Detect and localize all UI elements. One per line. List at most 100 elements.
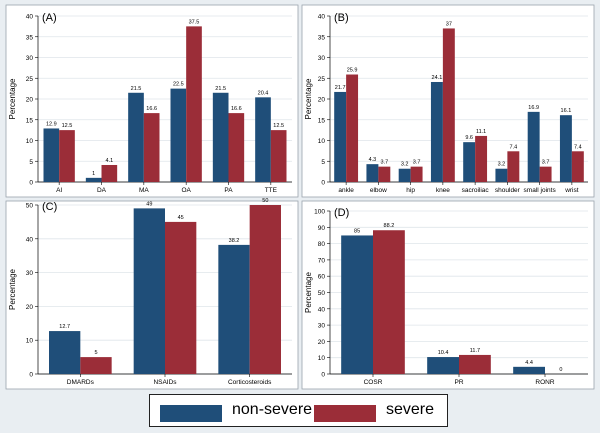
bar-non-severe (170, 88, 187, 182)
y-tick-label: 20 (318, 97, 326, 104)
x-tick-label: sacroiliac (462, 187, 490, 194)
data-label-non-severe: 20.4 (258, 90, 269, 96)
y-tick-label: 90 (318, 225, 326, 232)
data-label-non-severe: 16.9 (528, 105, 539, 111)
y-tick-label: 20 (26, 97, 34, 104)
x-tick-label: Corticosteroids (228, 379, 272, 386)
data-label-non-severe: 4.4 (525, 360, 533, 366)
legend-swatch-severe (314, 405, 376, 422)
data-label-severe: 50 (262, 198, 268, 204)
bar-severe (373, 230, 405, 374)
bar-non-severe (527, 111, 540, 182)
y-tick-label: 25 (26, 76, 34, 83)
bar-non-severe (513, 366, 545, 374)
bar-severe (80, 357, 112, 374)
bar-severe (378, 166, 391, 182)
x-tick-label: ankle (338, 187, 354, 194)
bar-severe (346, 74, 359, 182)
data-label-severe: 37 (446, 21, 452, 27)
data-label-severe: 3.7 (381, 160, 389, 166)
y-tick-label: 100 (314, 209, 325, 216)
chart-panel-1: 0 5 10 15 20 25 30 35 40 Percentage (A) 12.9 12.5 AI 1… (5, 4, 299, 198)
data-label-non-severe: 22.5 (173, 82, 184, 88)
x-tick-label: PA (224, 187, 233, 194)
data-label-non-severe: 85 (354, 228, 360, 234)
chart-panel-2: 0 5 10 15 20 25 30 35 40 Percentage (B) 21.7 25.9 ank… (301, 4, 595, 198)
data-label-severe: 11.7 (470, 348, 480, 354)
y-tick-label: 60 (318, 274, 326, 281)
y-tick-label: 30 (26, 270, 34, 277)
bar-severe (165, 221, 197, 374)
data-label-severe: 16.6 (146, 106, 157, 112)
bar-severe (475, 135, 488, 182)
y-tick-label: 40 (318, 306, 326, 313)
y-tick-label: 40 (26, 236, 34, 243)
bar-non-severe (49, 331, 81, 374)
data-label-severe: 3.7 (413, 160, 421, 166)
data-label-severe: 45 (178, 215, 184, 221)
bar-severe (228, 113, 245, 182)
data-label-severe: 0 (559, 367, 562, 373)
data-label-severe: 3.7 (542, 160, 550, 166)
y-tick-label: 35 (26, 34, 34, 41)
x-tick-label: knee (436, 187, 450, 194)
y-axis-title: Percentage (304, 271, 313, 312)
y-axis-title: Percentage (304, 78, 313, 119)
x-tick-label: wrist (564, 187, 579, 194)
bar-severe (442, 28, 455, 183)
bar-non-severe (85, 177, 102, 182)
legend: non-severe severe (149, 394, 448, 427)
y-tick-label: 5 (29, 159, 33, 166)
bar-non-severe (43, 128, 60, 182)
bar-severe (539, 166, 552, 182)
x-tick-label: hip (406, 187, 415, 194)
y-tick-label: 10 (26, 338, 34, 345)
x-tick-label: elbow (370, 187, 387, 194)
y-tick-label: 0 (29, 372, 33, 379)
data-label-severe: 37.5 (189, 19, 200, 25)
chart-panel-4: 0 10 20 30 40 50 60 70 80 90 100 Percentage (D) 85 88.… (301, 200, 595, 390)
bar-non-severe (463, 142, 476, 182)
y-tick-label: 30 (318, 323, 326, 330)
x-tick-label: NSAIDs (153, 379, 177, 386)
y-tick-label: 20 (318, 339, 326, 346)
y-tick-label: 25 (318, 76, 326, 83)
x-tick-label: MA (139, 187, 149, 194)
data-label-non-severe: 49 (146, 201, 152, 207)
bar-severe (270, 130, 287, 182)
panel-label: (B) (334, 12, 349, 24)
data-label-severe: 25.9 (347, 68, 358, 74)
chart-panel-3: 0 10 20 30 40 50 Percentage (C) 12.7 5 DMARDs 49 45 N… (5, 198, 299, 390)
y-tick-label: 40 (318, 14, 326, 21)
data-label-severe: 4.1 (106, 158, 114, 164)
bar-non-severe (334, 91, 347, 182)
y-tick-label: 20 (26, 304, 34, 311)
y-tick-label: 80 (318, 241, 326, 248)
data-label-non-severe: 12.9 (46, 121, 57, 127)
bar-severe (410, 166, 423, 182)
y-tick-label: 40 (26, 14, 34, 21)
y-tick-label: 35 (318, 34, 326, 41)
data-label-non-severe: 9.6 (465, 135, 473, 141)
x-tick-label: COSR (364, 379, 383, 386)
y-tick-label: 30 (26, 55, 34, 62)
x-tick-label: PR (454, 379, 463, 386)
data-label-non-severe: 16.1 (561, 108, 572, 114)
bar-severe (101, 164, 118, 182)
data-label-non-severe: 21.5 (131, 86, 142, 92)
data-label-non-severe: 38.2 (229, 238, 240, 244)
x-tick-label: AI (56, 187, 62, 194)
bar-severe (143, 113, 160, 182)
y-tick-label: 70 (318, 257, 326, 264)
bar-severe (459, 354, 491, 374)
x-tick-label: shoulder (495, 187, 521, 194)
data-label-non-severe: 24.1 (432, 75, 443, 81)
bar-non-severe (341, 235, 373, 374)
data-label-severe: 5 (94, 350, 97, 356)
panel-label: (D) (334, 207, 349, 219)
y-tick-label: 10 (318, 355, 326, 362)
bar-severe (59, 130, 75, 182)
data-label-severe: 11.1 (476, 129, 486, 135)
